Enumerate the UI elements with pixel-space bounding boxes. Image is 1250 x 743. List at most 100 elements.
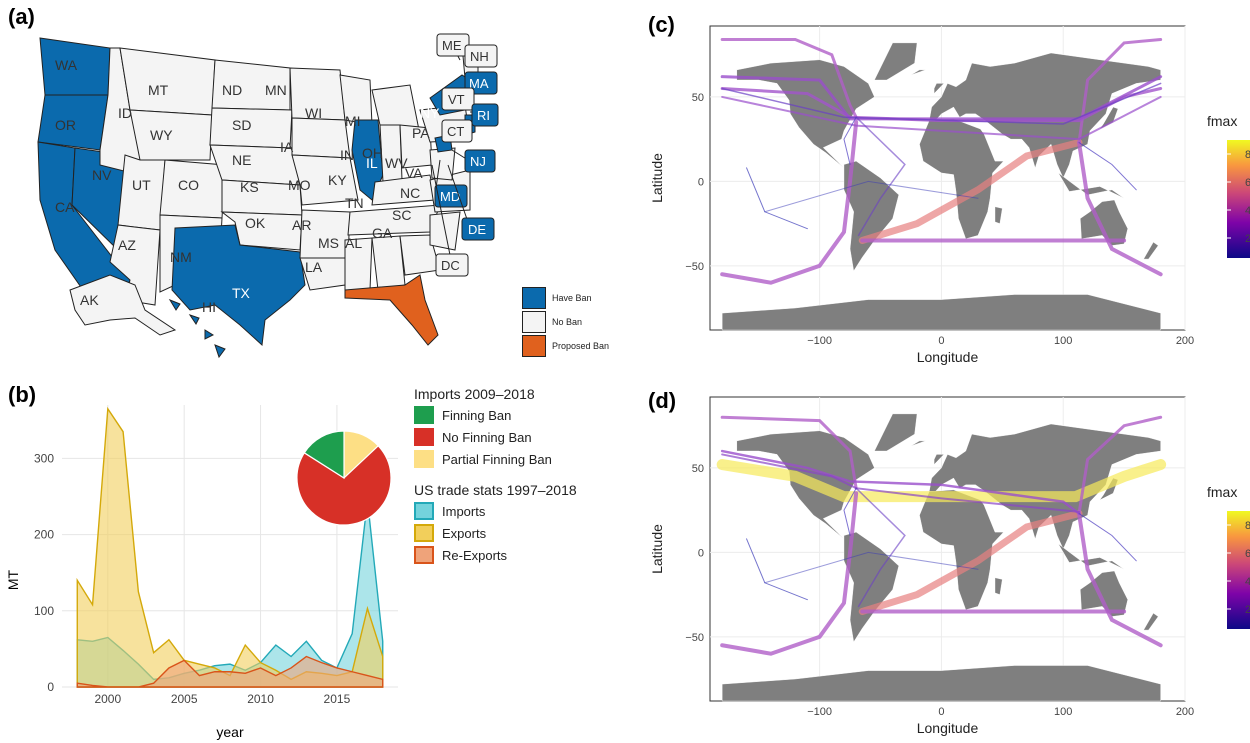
- legend-swatch: [522, 311, 546, 333]
- pie-slice-no-finning-ban: [296, 444, 392, 526]
- colorbar-title: fmax: [1207, 113, 1237, 129]
- legend-label: Re-Exports: [442, 547, 508, 563]
- flow-line: [858, 510, 1083, 615]
- flow-line: [858, 139, 1083, 244]
- colorbar-tick-label: 8: [1245, 149, 1250, 161]
- state-fl: [344, 274, 439, 346]
- svg-text:VT: VT: [448, 92, 465, 107]
- y-axis-title: Latitude: [649, 153, 665, 203]
- us-ban-map: WA OR CA NV ID MT WY UT CO AZ NM ND SD NE KS OK TX M…: [37, 33, 499, 359]
- colorbar-tick-label: 6: [1245, 177, 1250, 189]
- svg-text:NY: NY: [420, 105, 440, 121]
- area-legend-title: US trade stats 1997–2018: [414, 482, 577, 498]
- svg-text:AZ: AZ: [118, 237, 136, 253]
- x-axis-title: Longitude: [917, 349, 979, 365]
- panel-label-d: (d): [648, 388, 677, 413]
- y-tick-label: 50: [692, 92, 704, 104]
- legend-swatch: [522, 287, 546, 309]
- pie-chart: [296, 430, 392, 526]
- svg-text:UT: UT: [132, 177, 151, 193]
- legend-item-proposed-ban: Proposed Ban: [522, 334, 609, 358]
- svg-text:OH: OH: [362, 145, 383, 161]
- colorbar-tick-label: 2: [1245, 233, 1250, 245]
- flow-line: [843, 116, 857, 165]
- x-axis-title: Longitude: [917, 720, 979, 736]
- landmass: [994, 206, 1003, 224]
- svg-text:LA: LA: [305, 259, 323, 275]
- colorbar-tick-label: 4: [1245, 205, 1250, 217]
- legend-swatch: [414, 546, 434, 564]
- legend-label: No Ban: [552, 317, 583, 327]
- flow-line: [1077, 38, 1163, 145]
- x-tick-label: 0: [938, 335, 944, 347]
- svg-text:AR: AR: [292, 217, 311, 233]
- landmass: [1143, 241, 1159, 260]
- x-tick-label: 100: [1054, 335, 1072, 347]
- flow-line: [721, 95, 1162, 141]
- svg-text:MD: MD: [440, 189, 460, 204]
- svg-text:AK: AK: [80, 292, 99, 308]
- svg-text:CT: CT: [447, 124, 464, 139]
- colorbar-tick-label: 6: [1245, 548, 1250, 560]
- panel-label-b: (b): [8, 382, 37, 407]
- legend-item-no-finning-ban: No Finning Ban: [414, 428, 644, 446]
- flow-line: [1078, 142, 1137, 191]
- colorbar-title: fmax: [1207, 484, 1237, 500]
- legend-swatch: [414, 428, 434, 446]
- landmass: [721, 294, 1161, 331]
- legend-item-re-exports: Re-Exports: [414, 546, 644, 564]
- svg-text:PA: PA: [412, 125, 430, 141]
- svg-text:TX: TX: [232, 285, 251, 301]
- flow-line: [764, 551, 979, 584]
- area-series-exports: [76, 406, 384, 688]
- svg-text:CO: CO: [178, 177, 199, 193]
- svg-text:ID: ID: [118, 105, 132, 121]
- panel-label-c: (c): [648, 12, 675, 37]
- y-tick-label: 0: [698, 176, 704, 188]
- flow-line: [721, 82, 1162, 125]
- svg-text:FL: FL: [428, 287, 445, 303]
- svg-text:MA: MA: [469, 76, 489, 91]
- svg-text:IL: IL: [366, 155, 378, 171]
- landmass: [928, 423, 1161, 550]
- landmass: [994, 577, 1003, 595]
- pie-legend-title: Imports 2009–2018: [414, 386, 535, 402]
- landmass: [933, 83, 945, 95]
- colorbar-tick-label: 2: [1245, 604, 1250, 616]
- x-tick-label: −100: [807, 706, 832, 718]
- legend-label: Imports: [442, 503, 486, 519]
- svg-text:CA: CA: [55, 199, 75, 215]
- trade-area-chart: 0 100 200 300 2000 2005 2010 2015 year MT: [5, 405, 398, 740]
- svg-text:NM: NM: [170, 249, 192, 265]
- svg-text:AL: AL: [345, 235, 362, 251]
- landmass: [843, 160, 900, 272]
- svg-text:TN: TN: [345, 195, 364, 211]
- legend-swatch: [414, 406, 434, 424]
- svg-text:IA: IA: [280, 139, 294, 155]
- svg-text:VA: VA: [405, 165, 423, 181]
- legend-item-have-ban: Have Ban: [522, 286, 609, 310]
- landmass: [843, 531, 900, 643]
- svg-text:SD: SD: [232, 117, 251, 133]
- flow-line: [720, 120, 859, 285]
- svg-text:NC: NC: [400, 185, 420, 201]
- flow-line: [843, 487, 857, 536]
- legend-label: Have Ban: [552, 293, 592, 303]
- y-tick-label: 300: [34, 451, 54, 465]
- trade-flows: [720, 38, 1163, 285]
- flow-line: [1077, 415, 1163, 516]
- state-tx: [171, 224, 306, 347]
- y-tick-label: −50: [685, 632, 704, 644]
- svg-text:HI: HI: [202, 299, 216, 315]
- y-tick-label: 200: [34, 528, 54, 542]
- landmass: [919, 489, 1004, 611]
- flow-line: [1077, 511, 1163, 648]
- svg-text:OR: OR: [55, 117, 76, 133]
- svg-text:ME: ME: [442, 38, 462, 53]
- legend-item-partial-finning-ban: Partial Finning Ban: [414, 450, 644, 468]
- flow-line: [720, 38, 858, 119]
- legend-label: Exports: [442, 525, 487, 541]
- flow-line: [720, 415, 858, 490]
- continents: [721, 42, 1161, 331]
- svg-text:OK: OK: [245, 215, 266, 231]
